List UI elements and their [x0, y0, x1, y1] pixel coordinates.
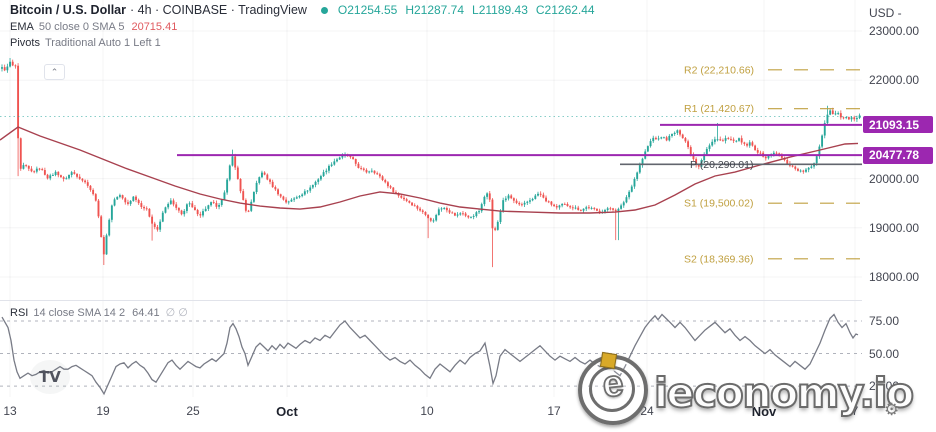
watermark-text: ieconomy.io: [653, 368, 915, 418]
pivots-name: Pivots: [10, 36, 40, 49]
ema-value: 20715.41: [131, 20, 178, 33]
rsi-value: 64.41: [132, 306, 160, 319]
time-tick-label: 7: [851, 404, 859, 418]
ema-indicator-row[interactable]: EMA 50 close 0 SMA 5 20715.41: [10, 20, 595, 33]
rsi-tick-label: 25.00: [869, 379, 900, 394]
candlestick-pane[interactable]: R2 (22,210.66) R1 (21,420.67) P (20,290.01…: [0, 0, 862, 300]
ema-name: EMA: [10, 20, 34, 33]
svg-text:R2 (22,210.66): R2 (22,210.66): [684, 64, 754, 76]
time-tick-label: Oct: [276, 404, 298, 419]
pivots-params: Traditional Auto 1 Left 1: [44, 36, 161, 49]
svg-text:R1 (21,420.67): R1 (21,420.67): [684, 103, 754, 115]
pane-separator[interactable]: [0, 300, 936, 301]
price-level-badge[interactable]: 21093.15: [863, 116, 933, 134]
rsi-name: RSI: [10, 306, 29, 319]
ema50-line[interactable]: [0, 126, 859, 214]
time-scale[interactable]: 13 19 25 Oct 10 17 24 Nov 7: [0, 397, 936, 432]
time-tick-label: 19: [96, 404, 110, 418]
price-tick-label: 18000.00: [869, 270, 920, 284]
svg-text:P (20,290.01): P (20,290.01): [690, 159, 753, 171]
rsi-line: [1, 313, 859, 396]
logo-gold-square: [599, 351, 618, 370]
main-legend: Bitcoin / U.S. Dollar · 4h · COINBASE · …: [10, 4, 595, 54]
rsi-grid: [0, 300, 862, 397]
close-value: C21262.44: [535, 3, 595, 18]
high-value: H21287.74: [405, 3, 465, 18]
time-tick-label: 25: [186, 404, 200, 418]
price-tick-label: 20000.00: [869, 171, 920, 186]
legend-collapse-button[interactable]: ⌃: [44, 64, 65, 80]
chevron-up-icon: ⌃: [50, 66, 59, 77]
rsi-params: 14 close SMA 14 2: [33, 306, 126, 319]
ohlc-values: O21254.55 H21287.74 L21189.43 C21262.44: [338, 4, 595, 16]
watermark: e ieconomy.io: [578, 351, 915, 425]
symbol-row[interactable]: Bitcoin / U.S. Dollar · 4h · COINBASE · …: [10, 4, 595, 17]
market-status-icon[interactable]: [320, 6, 328, 14]
time-tick-label: Nov: [751, 404, 777, 419]
time-tick-label: 17: [547, 404, 561, 418]
rsi-tick-label: 75.00: [869, 314, 900, 328]
ema-params: 50 close 0 SMA 5: [38, 20, 125, 33]
gear-icon: ⚙: [884, 400, 900, 419]
symbol-title: Bitcoin / U.S. Dollar: [10, 3, 126, 17]
rsi-empty-values: ∅ ∅: [165, 307, 188, 319]
ieconomy-logo-icon: e: [578, 351, 648, 425]
price-tick-label: 23000.00: [869, 24, 920, 38]
rsi-tick-label: 50.00: [869, 346, 900, 361]
pivot-levels: R2 (22,210.66) R1 (21,420.67) P (20,290.01…: [620, 64, 862, 265]
price-level-badge[interactable]: 20477.78: [863, 146, 933, 164]
time-tick-label: 10: [420, 404, 434, 418]
price-tick-label: 19000.00: [869, 220, 920, 235]
svg-text:S2 (18,369.36): S2 (18,369.36): [684, 253, 753, 265]
open-value: O21254.55: [337, 3, 398, 18]
rsi-pane[interactable]: [0, 300, 862, 397]
price-scale[interactable]: USD - 23000.00 22000.00 20000.00 19000.00 18…: [862, 0, 936, 397]
tradingview-logo[interactable]: TV: [30, 360, 70, 394]
currency-label[interactable]: USD -: [869, 6, 902, 20]
tv-logo-text: TV: [39, 368, 61, 386]
candles: [1, 58, 861, 268]
rsi-indicator-row[interactable]: RSI 14 close SMA 14 2 64.41 ∅ ∅: [10, 306, 188, 320]
time-tick-label: 24: [640, 404, 654, 418]
pivots-indicator-row[interactable]: Pivots Traditional Auto 1 Left 1: [10, 36, 595, 49]
svg-text:S1 (19,500.02): S1 (19,500.02): [684, 198, 753, 210]
time-tick-label: 13: [3, 404, 17, 418]
price-tick-label: 22000.00: [869, 73, 920, 88]
symbol-meta: · 4h · COINBASE · TradingView: [130, 3, 307, 17]
grid: [0, 0, 862, 300]
low-value: L21189.43: [472, 3, 528, 18]
